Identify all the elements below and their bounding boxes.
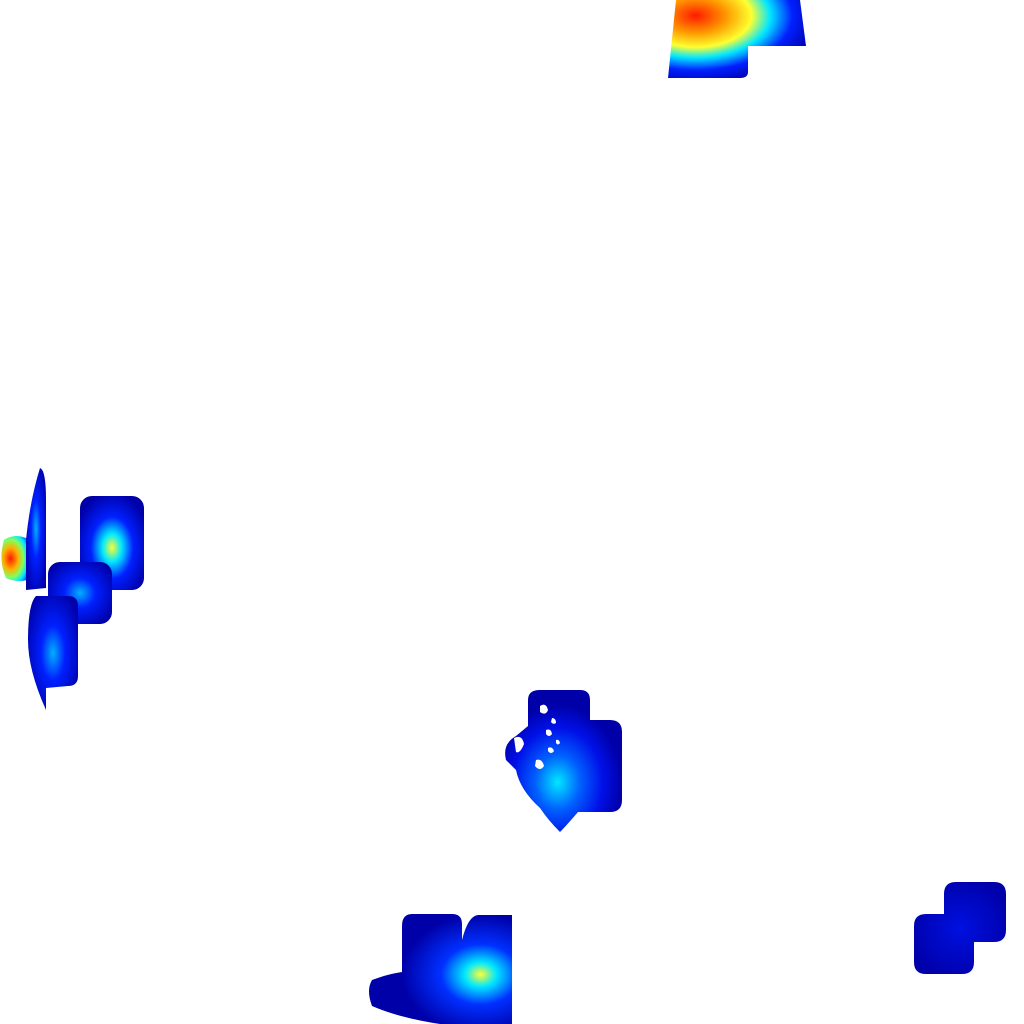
blob-center xyxy=(505,690,622,832)
blob-bottom-center xyxy=(369,914,512,1024)
blob-left-hotspot xyxy=(1,536,32,581)
blob-left-lower xyxy=(28,596,78,710)
blob-left-edge-sliver xyxy=(26,468,46,590)
blob-bottom-right xyxy=(914,882,1006,974)
blob-top-center xyxy=(668,0,806,78)
